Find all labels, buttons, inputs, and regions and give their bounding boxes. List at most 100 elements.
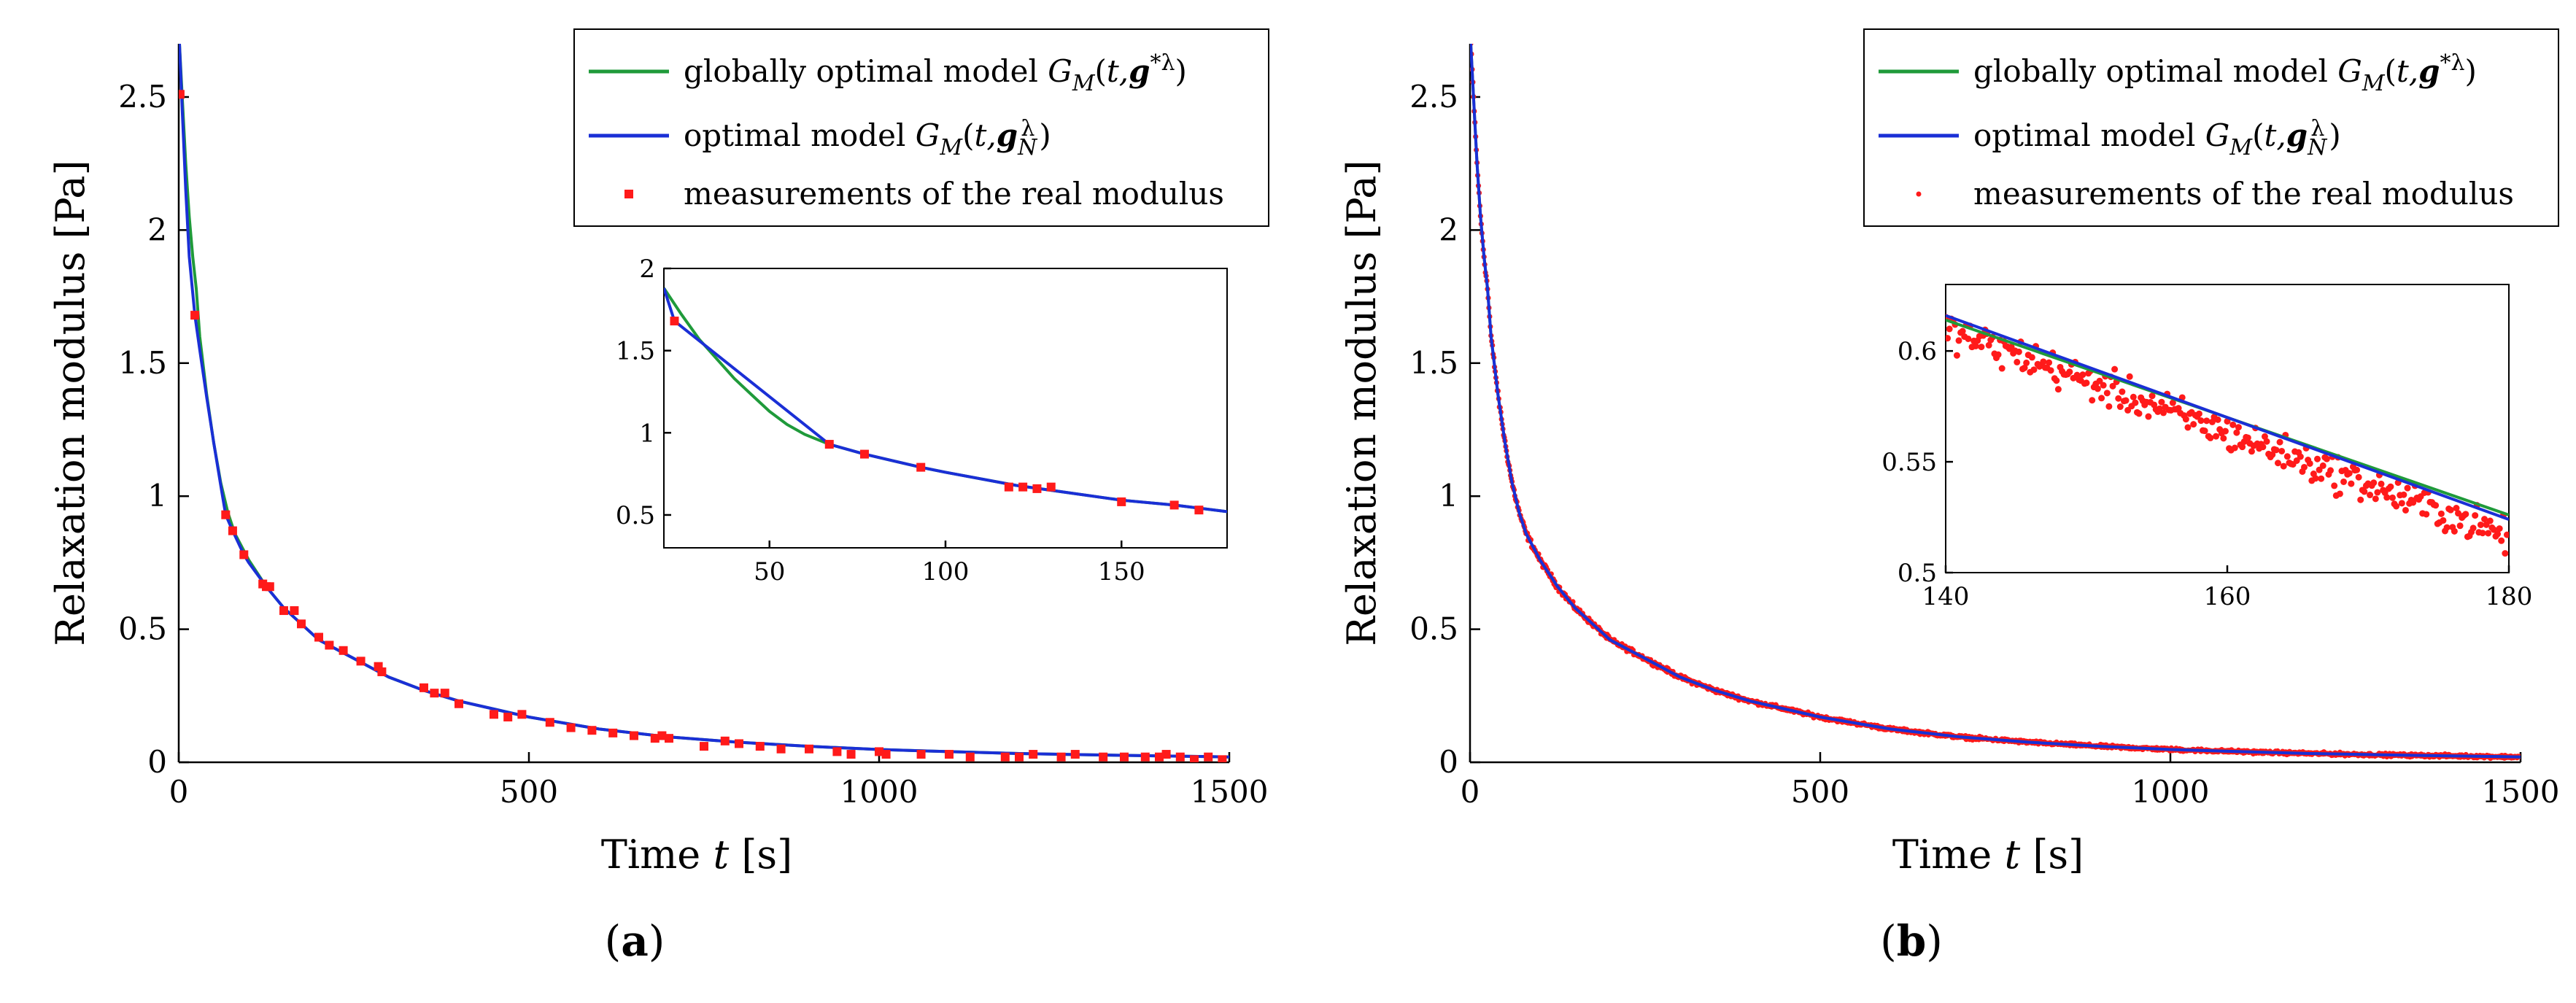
panel-label: (b) [1880, 916, 1943, 966]
inset-measurement-point [2345, 470, 2353, 477]
inset-measurement-point [2208, 418, 2216, 425]
inset-measurement-point [2046, 359, 2053, 366]
inset-measurement-point [2098, 395, 2105, 402]
inset-measurement-point [2312, 475, 2319, 482]
inset-measurement-point [2283, 453, 2291, 460]
measurement-point [221, 510, 231, 519]
measurement-point [490, 710, 498, 719]
measurement-point [1140, 752, 1150, 762]
inset-measurement-point [2259, 444, 2267, 451]
inset-measurement-point [2370, 479, 2378, 487]
panel-b: 0 500 1000 1500 0 0.5 1 1.5 2 2.5 Relaxation modul… [1339, 28, 2559, 966]
inset-measurement-point [2355, 473, 2362, 481]
inset-measurement-point [2503, 531, 2509, 538]
measurement-point [735, 739, 743, 748]
legend-entry-label: globally optimal model GM(t,g*λ) [684, 50, 1187, 96]
inset-measurement-point [2400, 491, 2407, 498]
inset-plot-area [664, 287, 1227, 515]
measurement-point [1155, 752, 1164, 762]
inset-measurement-point [2316, 466, 2323, 473]
inset-measurement-point [2462, 511, 2469, 518]
measurement-point [776, 744, 786, 754]
inset-measurement-point [824, 440, 834, 449]
inset-measurement-point [2229, 421, 2237, 428]
x-axis-label: Time t [s] [601, 832, 792, 878]
measurement-point [430, 689, 439, 698]
inset-measurement-point [2030, 366, 2038, 373]
inset-measurement-point [2182, 416, 2189, 423]
inset-measurement-point [2119, 388, 2126, 395]
inset-measurement-point [2451, 527, 2458, 535]
measurement-point [630, 731, 638, 740]
inset-measurement-point [2374, 489, 2381, 496]
inset-measurement-point [2248, 448, 2255, 455]
inset-measurement-point [2261, 433, 2268, 440]
y-axis-label: Relaxation modulus [Pa] [47, 160, 93, 646]
measurement-point [965, 752, 975, 762]
measurement-point [325, 640, 334, 650]
measurement-point [1204, 752, 1213, 762]
measurement-point [1070, 750, 1080, 759]
inset-measurement-point [2319, 462, 2326, 469]
inset-measurement-point [2014, 358, 2021, 365]
measurement-point [1120, 752, 1129, 762]
inset-measurement-point [1953, 352, 1960, 359]
inset-measurement-point [2314, 455, 2321, 462]
inset-measurement-point [2340, 478, 2348, 485]
inset-measurement-point [1032, 484, 1042, 493]
measurement-point [339, 646, 348, 655]
inset-measurement-point [2190, 421, 2197, 428]
inset-measurement-point [2490, 526, 2497, 533]
inset-measurement-point [2393, 503, 2400, 510]
x-tick-label: 1500 [1191, 774, 1269, 810]
measurement-point [503, 712, 513, 721]
legend-entry-label: globally optimal model GM(t,g*λ) [1973, 50, 2477, 96]
measurement-point [608, 728, 618, 737]
inset-measurement-point [2148, 392, 2156, 400]
measurement-point [1175, 752, 1185, 762]
inset-measurement-point [1194, 506, 1204, 515]
inset-measurement-point [1169, 500, 1179, 510]
inset-measurement-point [2447, 506, 2454, 514]
inset-x-tick-label: 180 [2486, 582, 2533, 611]
measurement-point [517, 710, 527, 719]
inset-measurement-point [2367, 492, 2374, 499]
inset-measurement-point [2348, 480, 2355, 487]
inset-y-tick-label: 0.5 [1898, 559, 1937, 588]
inset-measurement-point [2195, 410, 2202, 417]
inset-measurement-point [2269, 451, 2276, 458]
measurement-point [566, 723, 576, 732]
measurement-point [665, 734, 673, 743]
inset-measurement-point [2169, 399, 2176, 406]
inset-measurement-point [2306, 460, 2313, 467]
inset-measurement-point [1965, 335, 1972, 342]
inset-measurement-point [1959, 328, 1966, 335]
y-axis-label: Relaxation modulus [Pa] [1339, 160, 1385, 646]
inset-measurement-point [1998, 365, 2006, 372]
inset-measurement-point [2481, 516, 2488, 523]
inset-measurement-point [2502, 550, 2509, 557]
panel-a: 0 500 1000 1500 0 0.5 1 1.5 2 2.5 Relaxation modul… [47, 28, 1269, 966]
inset-measurement-point [2053, 377, 2060, 384]
measurement-point [356, 657, 365, 666]
measurement-point [279, 606, 288, 616]
inset-measurement-point [2213, 433, 2220, 440]
inset-measurement-point [2221, 427, 2229, 435]
inset-measurement-point [2244, 434, 2251, 441]
measurement-point [875, 747, 883, 756]
inset-measurement-point [1985, 341, 1992, 349]
inset-measurement-point [2224, 418, 2231, 425]
inset-measurement-point [2485, 530, 2492, 537]
legend-entry-label: optimal model GM(t,gNλ) [1973, 116, 2341, 160]
inset-measurement-point [1046, 482, 1056, 492]
inset-measurement-point [2437, 510, 2445, 517]
inset-measurement-point [2410, 499, 2417, 506]
inset-x-tick-label: 140 [1922, 582, 1970, 611]
inset-measurement-point [2233, 429, 2240, 436]
x-tick-label: 1000 [840, 774, 918, 810]
measurement-point [916, 750, 926, 759]
inset-measurement-point [2323, 455, 2330, 462]
plot-area [1470, 44, 2521, 762]
plot-area [179, 44, 1229, 762]
